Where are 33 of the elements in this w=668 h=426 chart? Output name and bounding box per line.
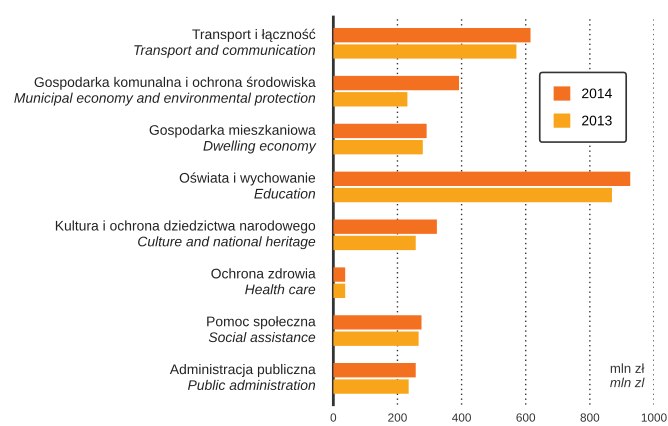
annotation: mln zł mln zl — [610, 363, 645, 388]
x-tick-label: 200 — [388, 413, 407, 422]
bar — [333, 267, 346, 282]
legend-label: 2013 — [582, 116, 612, 126]
y-tick-label: Transport i łączność Transport and communication — [134, 28, 316, 58]
bar — [333, 92, 408, 107]
bar — [333, 140, 423, 154]
y-tick-label: Administracja publiczna Public administration — [170, 364, 316, 390]
y-tick-label: Kultura i ochrona dziedzictwa narodowego Culture and national heritage — [56, 220, 316, 250]
bar — [333, 379, 409, 394]
x-tick-label: 800 — [580, 413, 600, 422]
y-tick-label: Ochrona zdrowia Health care — [211, 268, 316, 294]
bar — [333, 363, 416, 378]
x-tick-label: 600 — [516, 413, 536, 422]
bar — [333, 236, 416, 250]
x-tick-label: 400 — [452, 413, 471, 422]
bar — [333, 172, 630, 186]
bar — [333, 124, 427, 138]
bar — [333, 28, 531, 42]
bar — [333, 331, 419, 346]
x-tick-label: 1000 — [642, 413, 667, 422]
y-tick-label: Oświata i wychowanie Education — [180, 172, 316, 199]
legend-label: 2014 — [582, 88, 612, 98]
bar — [333, 315, 422, 330]
y-tick-label: Gospodarka komunalna i ochrona środowiska Municipal economy and environmental protection — [14, 76, 316, 106]
y-tick-label: Pomoc społeczna Social assistance — [207, 316, 316, 342]
bar — [333, 284, 346, 298]
bar — [333, 76, 460, 90]
bar — [333, 219, 437, 234]
bar — [333, 44, 516, 59]
bar — [333, 188, 612, 202]
y-tick-label: Gospodarka mieszkaniowa Dwelling economy — [150, 124, 316, 154]
x-tick-label: 0 — [330, 413, 336, 422]
